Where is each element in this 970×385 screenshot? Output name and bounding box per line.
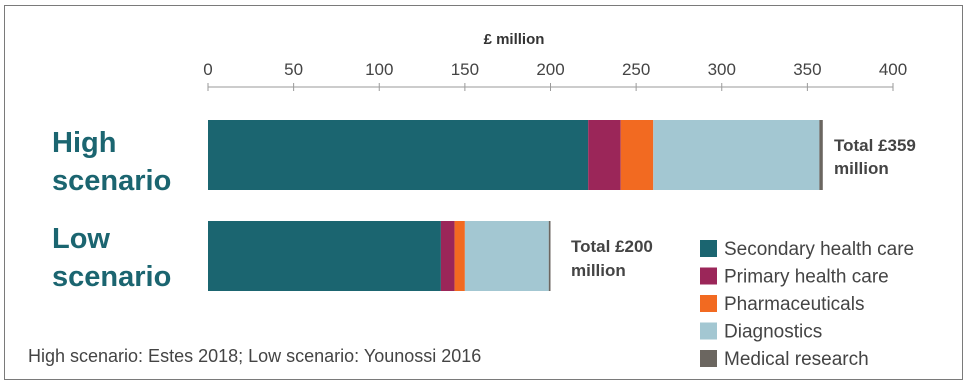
legend-swatch bbox=[700, 240, 717, 257]
x-tick-label: 100 bbox=[365, 60, 393, 79]
bar-segment-primary-health-care bbox=[588, 120, 621, 190]
bar-segment-diagnostics bbox=[464, 221, 549, 291]
bar-segment-secondary-health-care bbox=[208, 221, 441, 291]
low-scenario-label-line2: scenario bbox=[52, 261, 171, 293]
x-tick-label: 250 bbox=[622, 60, 650, 79]
high-scenario-label-line1: High bbox=[52, 127, 116, 159]
legend-swatch bbox=[700, 267, 717, 285]
legend-label: Medical research bbox=[724, 349, 869, 370]
bar-segment-diagnostics bbox=[653, 120, 820, 190]
legend-label: Secondary health care bbox=[724, 239, 914, 260]
x-tick-label: 300 bbox=[708, 60, 736, 79]
low-total-line1: Total £200 bbox=[571, 237, 653, 256]
high-scenario-label-line2: scenario bbox=[52, 165, 171, 197]
high-total-line2: million bbox=[834, 159, 889, 178]
x-tick-label: 400 bbox=[879, 60, 907, 79]
bars-group bbox=[208, 120, 823, 291]
high-total-line1: Total £359 bbox=[834, 136, 916, 155]
bar-segment-pharmaceuticals bbox=[620, 120, 654, 190]
chart-frame bbox=[4, 5, 963, 380]
x-axis: 0 50 100 150 200 250 300 350 400 bbox=[203, 60, 907, 91]
legend-label: Pharmaceuticals bbox=[724, 294, 864, 315]
legend-swatch bbox=[700, 295, 717, 312]
x-tick-label: 350 bbox=[793, 60, 821, 79]
low-total-line2: million bbox=[571, 261, 626, 280]
x-tick-label: 150 bbox=[451, 60, 479, 79]
axis-title: £ million bbox=[484, 31, 545, 48]
x-tick-label: 0 bbox=[203, 60, 212, 79]
bar-segment-medical-research bbox=[819, 120, 823, 190]
bar-segment-medical-research bbox=[548, 221, 551, 291]
legend-swatch bbox=[700, 350, 717, 367]
legend-swatch bbox=[700, 322, 717, 340]
source-note: High scenario: Estes 2018; Low scenario:… bbox=[28, 346, 481, 366]
legend-label: Primary health care bbox=[724, 267, 889, 288]
low-scenario-label-line1: Low bbox=[52, 223, 110, 255]
bar-segment-primary-health-care bbox=[440, 221, 455, 291]
legend: Secondary health care Primary health care… bbox=[700, 239, 914, 370]
bar-segment-secondary-health-care bbox=[208, 120, 589, 190]
x-tick-label: 50 bbox=[284, 60, 303, 79]
bar-segment-pharmaceuticals bbox=[454, 221, 465, 291]
x-tick-label: 200 bbox=[536, 60, 564, 79]
legend-label: Diagnostics bbox=[724, 322, 822, 343]
